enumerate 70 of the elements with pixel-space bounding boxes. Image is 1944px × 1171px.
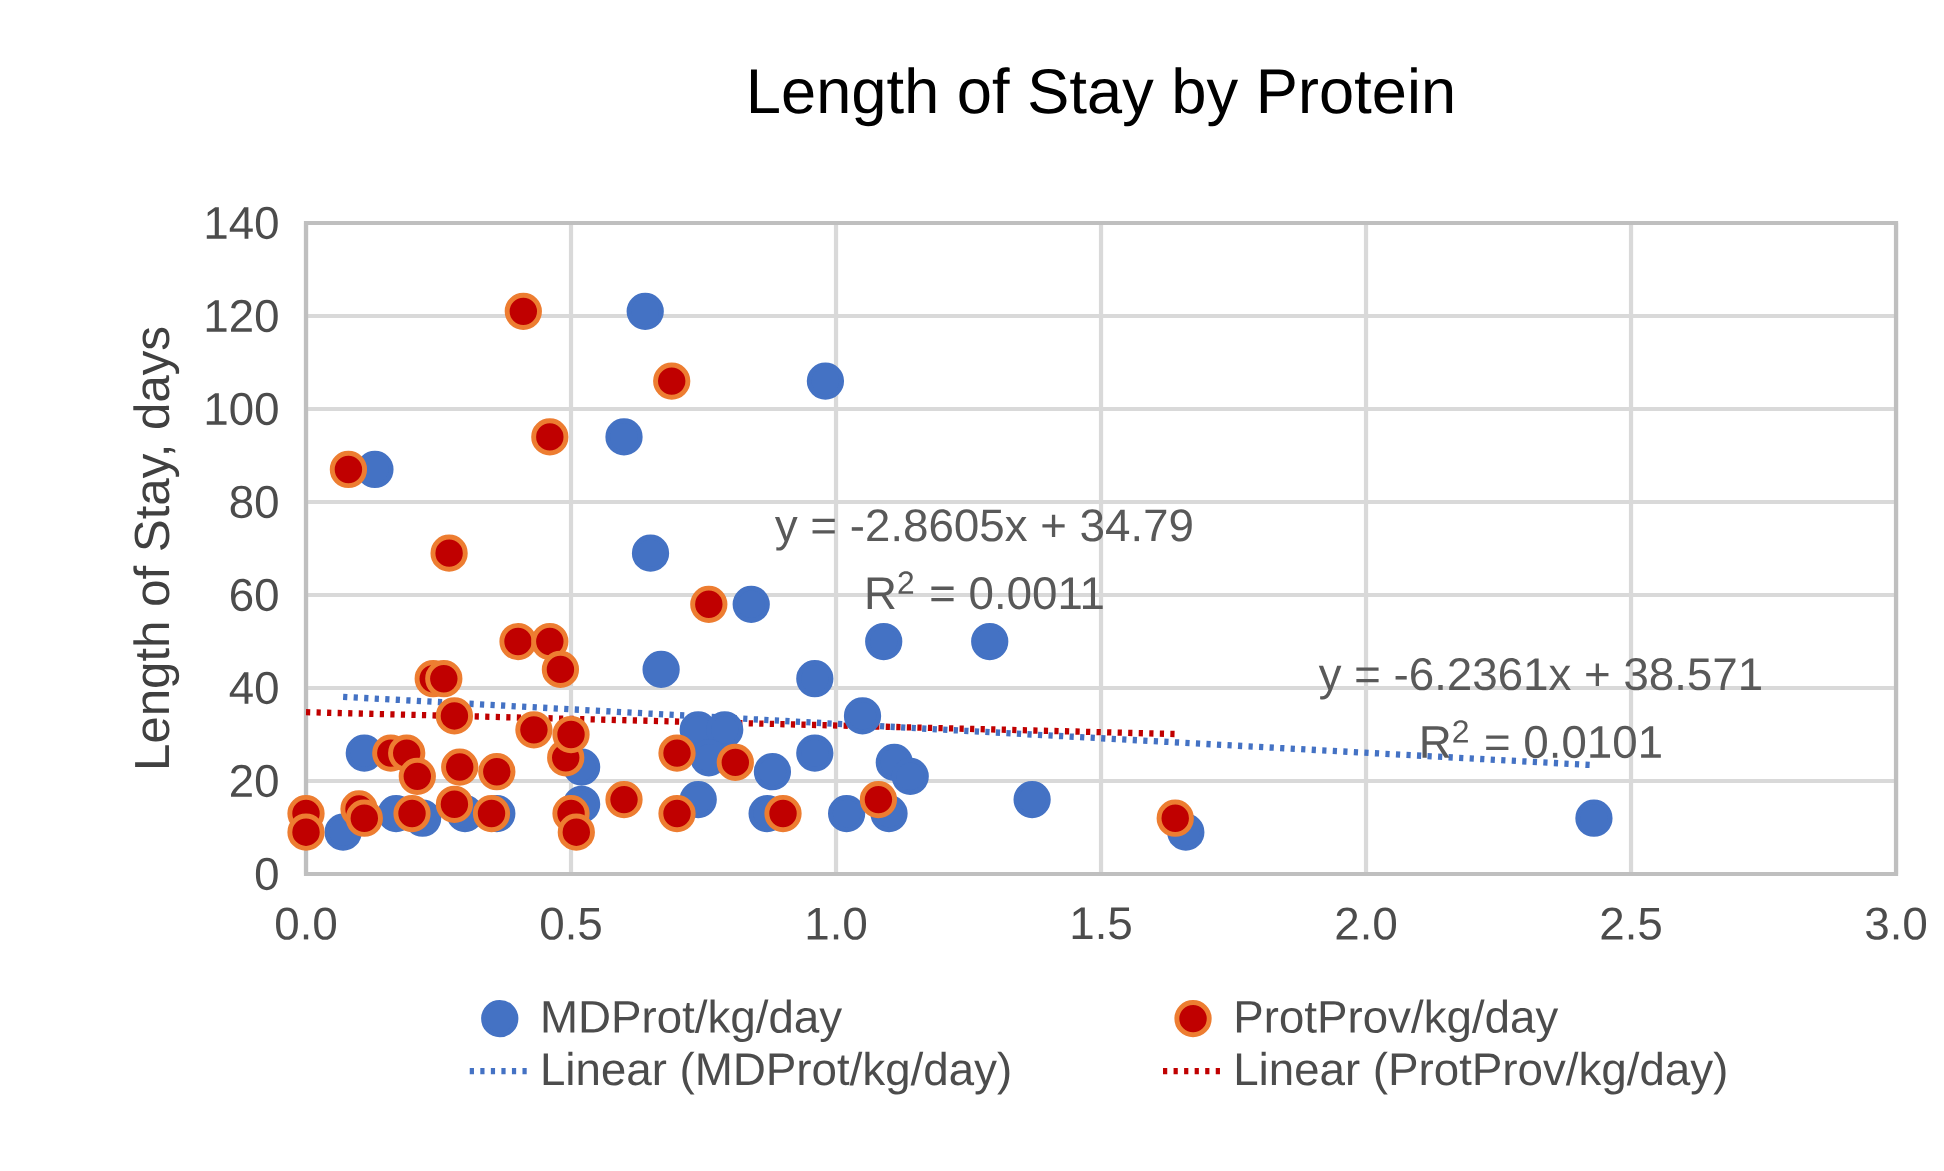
point (865, 622, 903, 661)
y-tick-label: 40 (229, 671, 278, 705)
point (828, 794, 866, 833)
point (557, 813, 595, 851)
point (653, 362, 691, 400)
point (541, 650, 580, 689)
point (642, 650, 680, 689)
point (605, 780, 643, 819)
x-tick-label: 2.5 (1601, 907, 1661, 940)
legend-label: Linear (ProtProv/kg/day) (1236, 1051, 1726, 1095)
point (796, 734, 834, 772)
annotation: R$^{2}$ = 0.0101 (1422, 720, 1661, 759)
point (690, 585, 728, 623)
annotation: y = -2.8605x + 34.79 (774, 509, 1192, 551)
point (329, 450, 368, 489)
annotation: R$^{2}$ = 0.0011 (867, 571, 1103, 610)
point (891, 757, 929, 795)
point (430, 534, 468, 572)
point (716, 743, 754, 782)
point (843, 697, 882, 735)
point (806, 362, 845, 400)
y-tick-label: 120 (206, 299, 278, 333)
point (753, 753, 792, 791)
legend-label: MDProt/kg/day (543, 999, 843, 1043)
y-tick-label: 80 (230, 485, 278, 519)
point (398, 757, 436, 795)
point (859, 780, 898, 819)
point (393, 794, 431, 833)
x-tick-label: 0.5 (541, 907, 601, 940)
x-tick-label: 1.5 (1072, 907, 1131, 940)
point (658, 794, 696, 833)
legend-label: Linear (MDProt/kg/day) (543, 1051, 1010, 1095)
y-tick-label: 140 (206, 206, 278, 240)
x-tick-label: 2.0 (1336, 907, 1397, 940)
point (531, 418, 569, 456)
point (345, 799, 383, 837)
y-tick-label: 0 (255, 857, 278, 891)
point (435, 785, 474, 823)
point (1575, 799, 1613, 837)
point (515, 711, 553, 749)
point (764, 794, 802, 833)
annotation: y = -6.2361x + 38.571 (1318, 658, 1761, 700)
point (658, 734, 696, 772)
point (425, 660, 463, 698)
point (732, 585, 770, 623)
y-tick-label: 20 (231, 764, 278, 798)
point (1156, 799, 1194, 837)
point (441, 748, 479, 786)
y-tick-label: 60 (231, 578, 278, 612)
point (796, 660, 834, 698)
point (499, 622, 537, 661)
point (626, 292, 664, 330)
x-tick-label: 0.0 (276, 907, 336, 940)
y-tick-label: 100 (206, 392, 278, 426)
point (1013, 780, 1051, 819)
point (504, 292, 542, 330)
point (971, 622, 1009, 661)
x-tick-label: 1.0 (807, 907, 867, 940)
y-axis-title: Length of Stay, days (133, 327, 180, 767)
point (605, 418, 643, 456)
point (631, 534, 670, 572)
point (478, 753, 516, 791)
chart-title: Length of Stay by Protein (750, 67, 1453, 127)
point (552, 715, 590, 754)
point (287, 813, 325, 851)
point (531, 622, 569, 661)
point (472, 794, 511, 833)
legend-label: ProtProv/kg/day (1236, 999, 1559, 1043)
point (435, 697, 474, 735)
x-tick-label: 3.0 (1866, 907, 1927, 940)
